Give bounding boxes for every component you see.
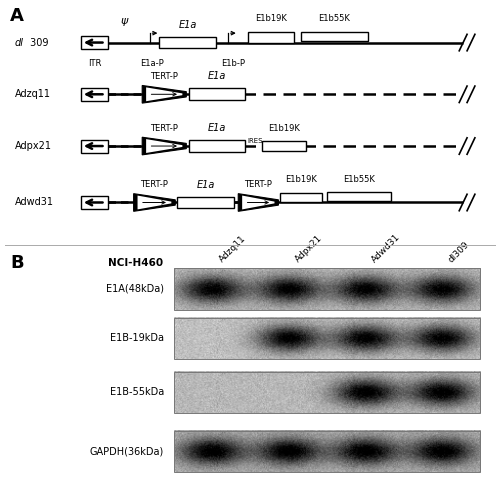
Text: 309: 309: [27, 37, 48, 48]
Polygon shape: [146, 88, 182, 101]
Bar: [328, 192, 391, 201]
Text: Adzq11: Adzq11: [15, 89, 51, 99]
Polygon shape: [138, 195, 172, 210]
Text: TERT-P: TERT-P: [150, 123, 178, 132]
Bar: [248, 32, 294, 43]
Bar: [178, 197, 234, 209]
Bar: [174, 430, 480, 472]
Text: TERT-P: TERT-P: [244, 180, 272, 189]
Bar: [174, 318, 480, 359]
Bar: [174, 268, 480, 309]
Text: E1b19K: E1b19K: [255, 14, 287, 23]
Bar: [302, 32, 368, 41]
Text: Adwd31: Adwd31: [15, 197, 54, 208]
Bar: [189, 89, 245, 100]
Text: E1B-55kDa: E1B-55kDa: [110, 387, 164, 398]
Bar: [81, 196, 108, 209]
Polygon shape: [242, 195, 274, 210]
Text: Adpx21: Adpx21: [294, 234, 324, 264]
Text: E1b55K: E1b55K: [344, 175, 375, 184]
Bar: [189, 140, 245, 152]
Text: E1a: E1a: [178, 20, 196, 30]
Text: Adwd31: Adwd31: [370, 232, 402, 264]
Text: B: B: [10, 254, 24, 272]
Text: E1b19K: E1b19K: [268, 124, 300, 133]
Bar: [280, 193, 322, 203]
Text: A: A: [10, 7, 24, 25]
Text: $\psi$: $\psi$: [120, 16, 130, 29]
Text: ITR: ITR: [88, 59, 101, 68]
Bar: [262, 141, 306, 152]
Text: dl: dl: [15, 37, 24, 48]
Text: GAPDH(36kDa): GAPDH(36kDa): [90, 446, 164, 456]
Bar: [81, 36, 108, 49]
Text: E1a-P: E1a-P: [140, 59, 164, 68]
Bar: [81, 140, 108, 153]
Text: E1b-P: E1b-P: [221, 59, 245, 68]
Polygon shape: [142, 137, 186, 155]
Text: dl309: dl309: [447, 240, 471, 264]
Text: NCI-H460: NCI-H460: [108, 258, 163, 268]
Polygon shape: [134, 194, 175, 211]
Polygon shape: [146, 139, 182, 153]
Text: E1b55K: E1b55K: [318, 14, 350, 23]
Text: E1a: E1a: [208, 71, 226, 81]
Bar: [160, 37, 216, 48]
Text: IRES: IRES: [247, 138, 262, 144]
Text: E1a: E1a: [196, 180, 215, 189]
Text: E1A(48kDa): E1A(48kDa): [106, 284, 164, 294]
Text: TERT-P: TERT-P: [140, 180, 168, 189]
Text: E1a: E1a: [208, 123, 226, 133]
Polygon shape: [238, 194, 279, 211]
Text: Adzq11: Adzq11: [217, 234, 248, 264]
Bar: [174, 372, 480, 413]
Bar: [81, 88, 108, 101]
Text: TERT-P: TERT-P: [150, 72, 178, 81]
Text: E1B-19kDa: E1B-19kDa: [110, 333, 164, 343]
Text: E1b19K: E1b19K: [286, 175, 317, 184]
Text: Adpx21: Adpx21: [15, 141, 52, 151]
Polygon shape: [142, 86, 186, 103]
